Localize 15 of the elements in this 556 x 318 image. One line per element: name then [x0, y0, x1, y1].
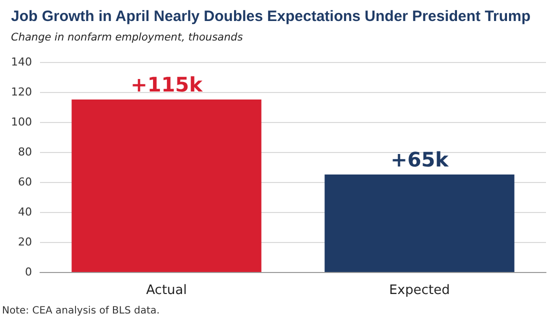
y-tick-label: 120 — [11, 86, 32, 98]
y-tick-label: 100 — [11, 116, 32, 128]
x-tick-label: Expected — [389, 283, 450, 298]
y-tick-label: 140 — [11, 56, 32, 68]
chart-subtitle: Change in nonfarm employment, thousands — [11, 32, 244, 44]
data-label: +115k — [130, 72, 204, 96]
y-tick-label: 80 — [18, 146, 32, 158]
text: Note: CEA analysis of BLS data. — [2, 306, 160, 316]
data-label: +65k — [390, 148, 450, 172]
chart-title: Job Growth in April Nearly Doubles Expectations Under President Trump — [11, 8, 531, 25]
y-tick-label: 0 — [25, 266, 32, 278]
y-tick-label: 40 — [18, 206, 32, 218]
y-tick-label: 60 — [18, 176, 32, 188]
x-tick-label: Actual — [146, 283, 187, 298]
y-tick-label: 20 — [18, 236, 32, 248]
